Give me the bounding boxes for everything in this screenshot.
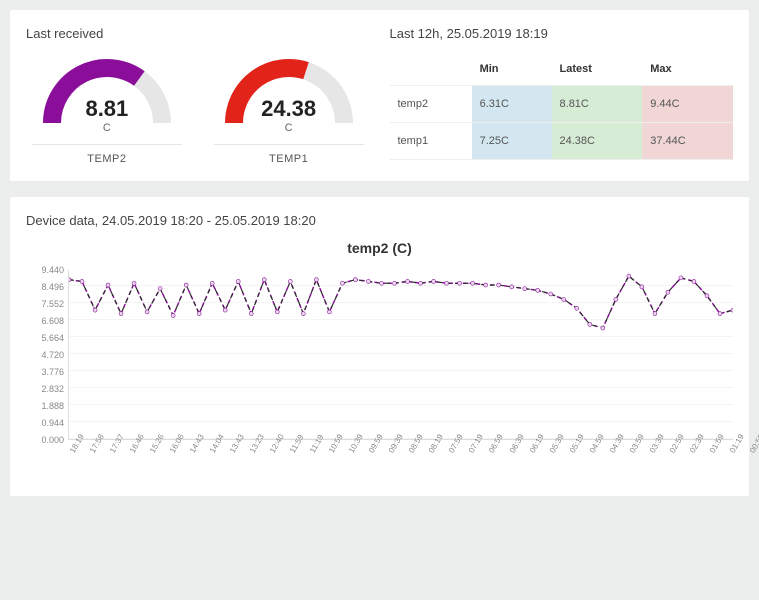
- gauge-label: TEMP1: [214, 153, 364, 165]
- y-tick: 7.552: [41, 299, 64, 309]
- gauge-temp2: 8.81 C TEMP2: [32, 53, 182, 165]
- x-tick: 00:59: [748, 433, 759, 455]
- stats-header: Max: [642, 53, 733, 86]
- stats-header: Min: [472, 53, 552, 86]
- summary-panel: Last received 8.81 C TEMP2 24.38 C TEMP1…: [10, 10, 749, 181]
- gauge-section-title: Last received: [26, 26, 370, 41]
- chart-panel-title: Device data, 24.05.2019 18:20 - 25.05.20…: [26, 213, 733, 228]
- y-tick: 4.720: [41, 350, 64, 360]
- y-tick: 9.440: [41, 265, 64, 275]
- gauge-label: TEMP2: [32, 153, 182, 165]
- cell-max: 37.44C: [642, 123, 733, 160]
- row-label: temp2: [390, 86, 472, 123]
- x-axis: 18:1917:5817:3716:4615:2616:0614:4314:04…: [68, 440, 733, 480]
- y-tick: 5.664: [41, 333, 64, 343]
- stats-header: [390, 53, 472, 86]
- cell-latest: 8.81C: [552, 86, 643, 123]
- y-tick: 1.888: [41, 401, 64, 411]
- chart-title: temp2 (C): [26, 240, 733, 256]
- gauge-value: 8.81: [32, 96, 182, 122]
- row-label: temp1: [390, 123, 472, 160]
- y-tick: 2.832: [41, 384, 64, 394]
- gauge-value: 24.38: [214, 96, 364, 122]
- y-axis: 9.4408.4967.5526.6085.6644.7203.7762.832…: [26, 270, 64, 440]
- gauge-section: Last received 8.81 C TEMP2 24.38 C TEMP1: [26, 26, 370, 165]
- gauge-temp1: 24.38 C TEMP1: [214, 53, 364, 165]
- cell-min: 6.31C: [472, 86, 552, 123]
- y-tick: 0.944: [41, 418, 64, 428]
- cell-latest: 24.38C: [552, 123, 643, 160]
- y-tick: 8.496: [41, 282, 64, 292]
- y-tick: 6.608: [41, 316, 64, 326]
- y-tick: 3.776: [41, 367, 64, 377]
- stats-table: MinLatestMax temp2 6.31C 8.81C 9.44C tem…: [390, 53, 734, 160]
- table-row: temp1 7.25C 24.38C 37.44C: [390, 123, 734, 160]
- gauges-row: 8.81 C TEMP2 24.38 C TEMP1: [26, 53, 370, 165]
- cell-max: 9.44C: [642, 86, 733, 123]
- chart-panel: Device data, 24.05.2019 18:20 - 25.05.20…: [10, 197, 749, 496]
- cell-min: 7.25C: [472, 123, 552, 160]
- table-row: temp2 6.31C 8.81C 9.44C: [390, 86, 734, 123]
- y-tick: 0.000: [41, 435, 64, 445]
- stats-section-title: Last 12h, 25.05.2019 18:19: [390, 26, 734, 41]
- stats-header: Latest: [552, 53, 643, 86]
- chart-plot: [68, 270, 733, 440]
- stats-section: Last 12h, 25.05.2019 18:19 MinLatestMax …: [390, 26, 734, 165]
- chart-area: 9.4408.4967.5526.6085.6644.7203.7762.832…: [26, 270, 733, 480]
